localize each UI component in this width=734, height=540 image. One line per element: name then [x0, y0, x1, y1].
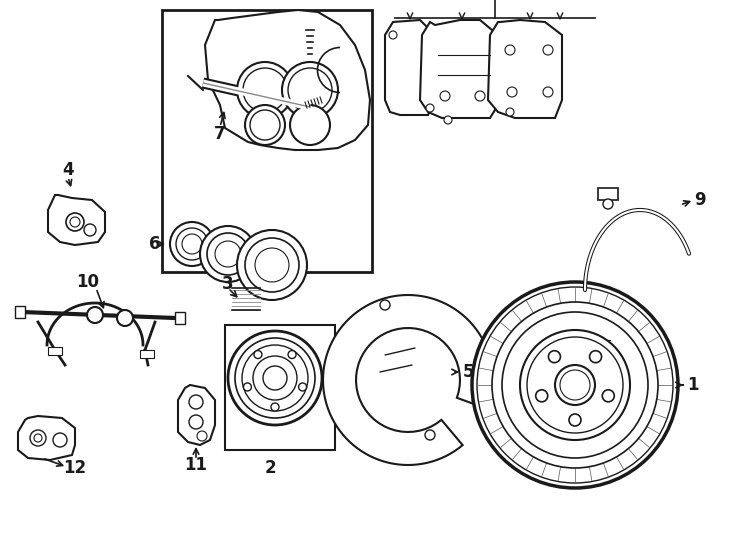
Text: 2: 2 [264, 459, 276, 477]
Circle shape [472, 282, 678, 488]
Circle shape [244, 383, 252, 391]
Bar [593, 330, 615, 360]
Text: 5: 5 [462, 363, 473, 381]
Text: 11: 11 [184, 456, 208, 474]
Circle shape [548, 350, 561, 363]
Circle shape [84, 224, 96, 236]
Circle shape [271, 403, 279, 411]
Text: 4: 4 [62, 161, 74, 179]
Polygon shape [205, 10, 370, 150]
Circle shape [53, 433, 67, 447]
Circle shape [543, 87, 553, 97]
Circle shape [389, 31, 397, 39]
Circle shape [170, 222, 214, 266]
Circle shape [237, 230, 307, 300]
Circle shape [425, 430, 435, 440]
Text: 1: 1 [687, 376, 699, 394]
Text: 3: 3 [222, 275, 234, 293]
Circle shape [506, 108, 514, 116]
Circle shape [254, 350, 262, 359]
Circle shape [197, 431, 207, 441]
Text: 12: 12 [63, 459, 87, 477]
Circle shape [228, 331, 322, 425]
Bar [162, 10, 372, 272]
Circle shape [475, 91, 485, 101]
Bar [175, 312, 185, 324]
Text: 10: 10 [76, 273, 100, 291]
Bar [225, 325, 335, 450]
Circle shape [263, 366, 287, 390]
Text: 7: 7 [214, 125, 226, 143]
Circle shape [569, 414, 581, 426]
Circle shape [282, 62, 338, 118]
Circle shape [189, 415, 203, 429]
Circle shape [589, 350, 602, 363]
Circle shape [288, 350, 296, 359]
Bar [140, 350, 154, 358]
Polygon shape [385, 20, 435, 115]
Bar [48, 347, 62, 355]
Text: 6: 6 [149, 235, 161, 253]
Circle shape [200, 226, 256, 282]
Text: 9: 9 [694, 191, 706, 209]
Bar [15, 306, 25, 318]
Circle shape [440, 91, 450, 101]
Bar [598, 188, 618, 200]
Circle shape [492, 302, 658, 468]
Polygon shape [488, 20, 562, 118]
Circle shape [117, 310, 133, 326]
Circle shape [189, 395, 203, 409]
Circle shape [380, 300, 390, 310]
Circle shape [30, 430, 46, 446]
Polygon shape [18, 416, 75, 460]
Circle shape [66, 213, 84, 231]
Circle shape [444, 116, 452, 124]
Polygon shape [178, 385, 215, 445]
Circle shape [520, 330, 630, 440]
Circle shape [245, 105, 285, 145]
Circle shape [536, 390, 548, 402]
Circle shape [507, 87, 517, 97]
Polygon shape [48, 195, 105, 245]
Circle shape [87, 307, 103, 323]
Polygon shape [323, 295, 493, 465]
Circle shape [299, 383, 307, 391]
Circle shape [555, 365, 595, 405]
Circle shape [237, 62, 293, 118]
Polygon shape [420, 20, 498, 118]
Circle shape [290, 105, 330, 145]
Circle shape [505, 45, 515, 55]
Circle shape [543, 45, 553, 55]
Circle shape [603, 199, 613, 209]
Circle shape [426, 104, 434, 112]
Circle shape [603, 390, 614, 402]
Circle shape [502, 312, 648, 458]
